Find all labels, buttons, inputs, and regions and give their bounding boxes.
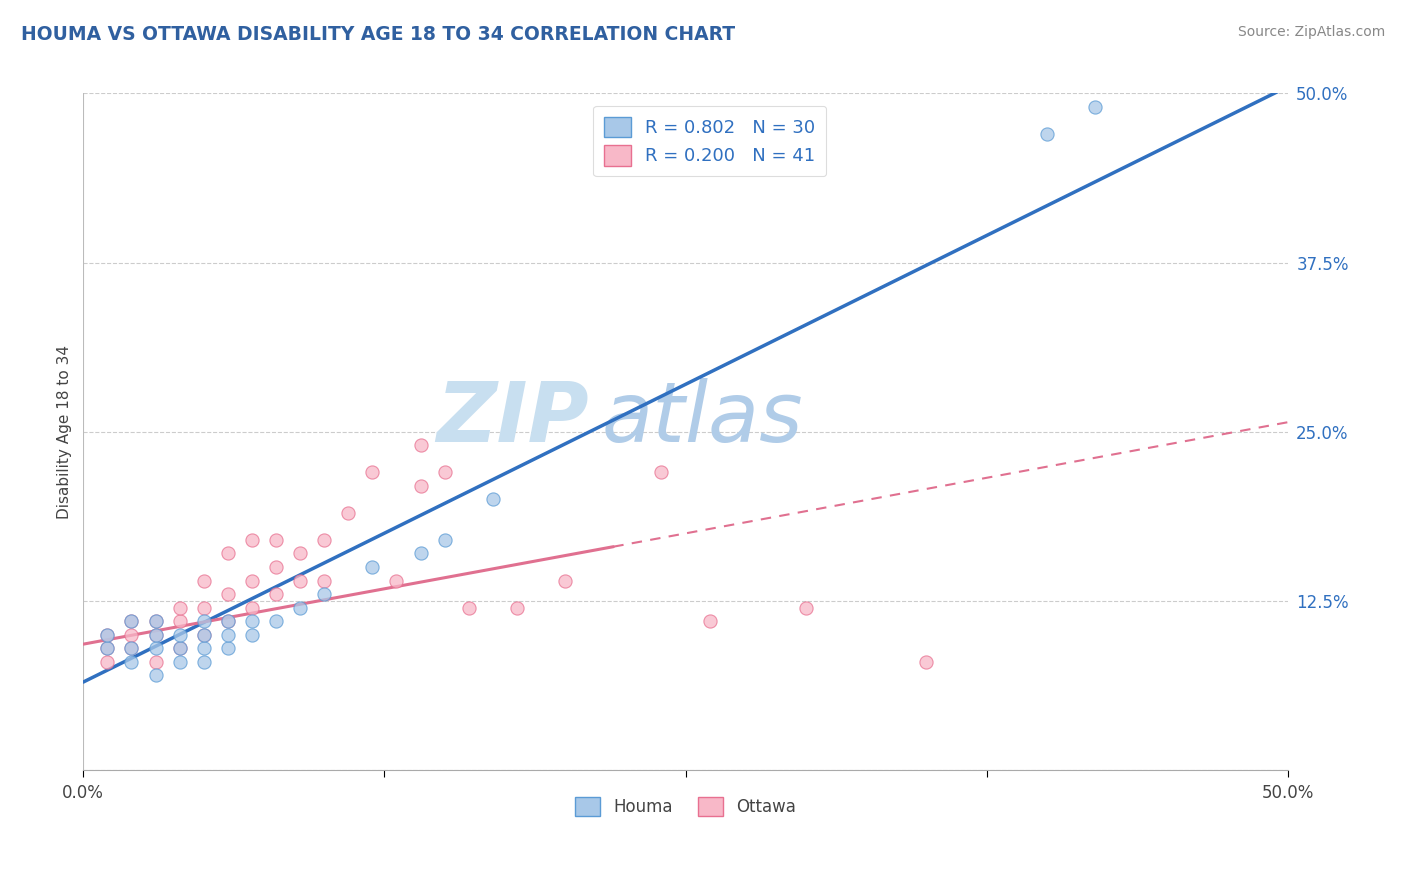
Point <box>145 668 167 682</box>
Point <box>169 641 191 656</box>
Point <box>240 600 263 615</box>
Point <box>650 465 672 479</box>
Point <box>193 600 215 615</box>
Point <box>240 614 263 628</box>
Point <box>145 614 167 628</box>
Point <box>145 655 167 669</box>
Point <box>1036 127 1059 141</box>
Point <box>121 641 143 656</box>
Legend: Houma, Ottawa: Houma, Ottawa <box>568 790 803 822</box>
Point <box>409 546 432 560</box>
Point <box>169 600 191 615</box>
Point <box>433 465 456 479</box>
Point <box>288 600 311 615</box>
Point <box>288 574 311 588</box>
Point <box>193 641 215 656</box>
Point <box>193 655 215 669</box>
Point <box>169 614 191 628</box>
Text: Source: ZipAtlas.com: Source: ZipAtlas.com <box>1237 25 1385 39</box>
Point <box>361 560 384 574</box>
Point <box>145 641 167 656</box>
Point <box>217 614 239 628</box>
Point <box>96 628 118 642</box>
Point <box>193 628 215 642</box>
Point <box>121 628 143 642</box>
Point <box>145 628 167 642</box>
Point <box>288 546 311 560</box>
Point <box>121 614 143 628</box>
Point <box>385 574 408 588</box>
Point <box>337 506 360 520</box>
Point <box>121 641 143 656</box>
Point <box>314 533 336 547</box>
Point <box>193 574 215 588</box>
Point <box>361 465 384 479</box>
Point <box>96 641 118 656</box>
Point <box>217 587 239 601</box>
Point <box>217 628 239 642</box>
Point <box>169 641 191 656</box>
Point <box>1084 100 1107 114</box>
Point <box>915 655 938 669</box>
Point <box>264 560 287 574</box>
Text: HOUMA VS OTTAWA DISABILITY AGE 18 TO 34 CORRELATION CHART: HOUMA VS OTTAWA DISABILITY AGE 18 TO 34 … <box>21 25 735 44</box>
Point <box>409 438 432 452</box>
Text: ZIP: ZIP <box>437 377 589 458</box>
Point <box>96 655 118 669</box>
Point <box>506 600 529 615</box>
Point <box>145 614 167 628</box>
Point <box>217 641 239 656</box>
Point <box>314 587 336 601</box>
Point <box>169 655 191 669</box>
Point <box>193 614 215 628</box>
Text: atlas: atlas <box>602 377 803 458</box>
Point <box>96 641 118 656</box>
Point <box>193 628 215 642</box>
Point <box>121 655 143 669</box>
Point <box>433 533 456 547</box>
Point <box>457 600 479 615</box>
Point <box>409 479 432 493</box>
Point <box>482 492 505 507</box>
Point <box>794 600 817 615</box>
Y-axis label: Disability Age 18 to 34: Disability Age 18 to 34 <box>58 344 72 518</box>
Point <box>96 628 118 642</box>
Point <box>314 574 336 588</box>
Point <box>699 614 721 628</box>
Point <box>264 587 287 601</box>
Point <box>240 533 263 547</box>
Point <box>264 614 287 628</box>
Point <box>240 628 263 642</box>
Point <box>217 614 239 628</box>
Point <box>264 533 287 547</box>
Point <box>554 574 576 588</box>
Point <box>217 546 239 560</box>
Point <box>169 628 191 642</box>
Point <box>240 574 263 588</box>
Point <box>121 614 143 628</box>
Point <box>145 628 167 642</box>
